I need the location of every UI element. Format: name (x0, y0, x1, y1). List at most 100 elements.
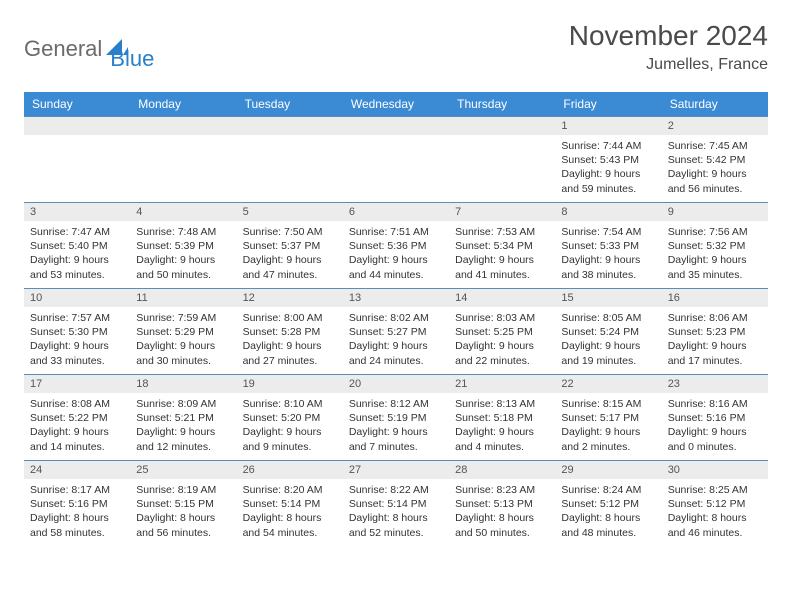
day-details: Sunrise: 8:06 AMSunset: 5:23 PMDaylight:… (662, 307, 768, 374)
calendar-cell: 16Sunrise: 8:06 AMSunset: 5:23 PMDayligh… (662, 289, 768, 375)
sunrise-text: Sunrise: 8:19 AM (136, 483, 230, 497)
sunset-text: Sunset: 5:15 PM (136, 497, 230, 511)
calendar-cell: 30Sunrise: 8:25 AMSunset: 5:12 PMDayligh… (662, 461, 768, 547)
logo-text-blue: Blue (110, 46, 154, 72)
sunset-text: Sunset: 5:14 PM (243, 497, 337, 511)
calendar-cell: 29Sunrise: 8:24 AMSunset: 5:12 PMDayligh… (555, 461, 661, 547)
day-details: Sunrise: 8:15 AMSunset: 5:17 PMDaylight:… (555, 393, 661, 460)
day-details: Sunrise: 8:03 AMSunset: 5:25 PMDaylight:… (449, 307, 555, 374)
day-details: Sunrise: 7:44 AMSunset: 5:43 PMDaylight:… (555, 135, 661, 202)
sunset-text: Sunset: 5:33 PM (561, 239, 655, 253)
day-number: 14 (449, 289, 555, 307)
day-details: Sunrise: 7:57 AMSunset: 5:30 PMDaylight:… (24, 307, 130, 374)
day-details: Sunrise: 7:50 AMSunset: 5:37 PMDaylight:… (237, 221, 343, 288)
calendar-cell: 14Sunrise: 8:03 AMSunset: 5:25 PMDayligh… (449, 289, 555, 375)
daylight-text: Daylight: 9 hours and 4 minutes. (455, 425, 549, 453)
day-number: 9 (662, 203, 768, 221)
day-details: Sunrise: 7:54 AMSunset: 5:33 PMDaylight:… (555, 221, 661, 288)
sunrise-text: Sunrise: 7:54 AM (561, 225, 655, 239)
calendar-cell: 22Sunrise: 8:15 AMSunset: 5:17 PMDayligh… (555, 375, 661, 461)
sunrise-text: Sunrise: 8:16 AM (668, 397, 762, 411)
calendar-cell: 2Sunrise: 7:45 AMSunset: 5:42 PMDaylight… (662, 117, 768, 203)
day-details: Sunrise: 8:22 AMSunset: 5:14 PMDaylight:… (343, 479, 449, 546)
daylight-text: Daylight: 9 hours and 24 minutes. (349, 339, 443, 367)
calendar-cell: 18Sunrise: 8:09 AMSunset: 5:21 PMDayligh… (130, 375, 236, 461)
sunset-text: Sunset: 5:43 PM (561, 153, 655, 167)
sunset-text: Sunset: 5:30 PM (30, 325, 124, 339)
sunrise-text: Sunrise: 8:25 AM (668, 483, 762, 497)
calendar-week-row: 3Sunrise: 7:47 AMSunset: 5:40 PMDaylight… (24, 203, 768, 289)
calendar-cell (449, 117, 555, 203)
day-details: Sunrise: 7:47 AMSunset: 5:40 PMDaylight:… (24, 221, 130, 288)
day-number: 26 (237, 461, 343, 479)
daylight-text: Daylight: 9 hours and 44 minutes. (349, 253, 443, 281)
day-details: Sunrise: 8:02 AMSunset: 5:27 PMDaylight:… (343, 307, 449, 374)
day-details: Sunrise: 7:59 AMSunset: 5:29 PMDaylight:… (130, 307, 236, 374)
col-monday: Monday (130, 92, 236, 117)
day-number: 20 (343, 375, 449, 393)
sunset-text: Sunset: 5:25 PM (455, 325, 549, 339)
calendar-cell (130, 117, 236, 203)
daylight-text: Daylight: 9 hours and 9 minutes. (243, 425, 337, 453)
daylight-text: Daylight: 8 hours and 54 minutes. (243, 511, 337, 539)
sunset-text: Sunset: 5:34 PM (455, 239, 549, 253)
daylight-text: Daylight: 9 hours and 14 minutes. (30, 425, 124, 453)
sunrise-text: Sunrise: 8:10 AM (243, 397, 337, 411)
day-number: 25 (130, 461, 236, 479)
sunset-text: Sunset: 5:32 PM (668, 239, 762, 253)
day-details: Sunrise: 8:10 AMSunset: 5:20 PMDaylight:… (237, 393, 343, 460)
day-number: 29 (555, 461, 661, 479)
sunset-text: Sunset: 5:16 PM (30, 497, 124, 511)
day-number: 23 (662, 375, 768, 393)
daylight-text: Daylight: 9 hours and 30 minutes. (136, 339, 230, 367)
sunrise-text: Sunrise: 7:47 AM (30, 225, 124, 239)
daylight-text: Daylight: 8 hours and 48 minutes. (561, 511, 655, 539)
sunset-text: Sunset: 5:12 PM (668, 497, 762, 511)
day-details: Sunrise: 8:19 AMSunset: 5:15 PMDaylight:… (130, 479, 236, 546)
daylight-text: Daylight: 9 hours and 53 minutes. (30, 253, 124, 281)
sunset-text: Sunset: 5:19 PM (349, 411, 443, 425)
sunrise-text: Sunrise: 7:57 AM (30, 311, 124, 325)
calendar-cell: 17Sunrise: 8:08 AMSunset: 5:22 PMDayligh… (24, 375, 130, 461)
day-details: Sunrise: 8:17 AMSunset: 5:16 PMDaylight:… (24, 479, 130, 546)
sunrise-text: Sunrise: 7:45 AM (668, 139, 762, 153)
day-number: 15 (555, 289, 661, 307)
day-details: Sunrise: 8:08 AMSunset: 5:22 PMDaylight:… (24, 393, 130, 460)
day-details: Sunrise: 8:23 AMSunset: 5:13 PMDaylight:… (449, 479, 555, 546)
sunrise-text: Sunrise: 8:12 AM (349, 397, 443, 411)
sunset-text: Sunset: 5:21 PM (136, 411, 230, 425)
sunrise-text: Sunrise: 8:22 AM (349, 483, 443, 497)
sunset-text: Sunset: 5:27 PM (349, 325, 443, 339)
sunset-text: Sunset: 5:22 PM (30, 411, 124, 425)
day-number: 5 (237, 203, 343, 221)
sunrise-text: Sunrise: 7:44 AM (561, 139, 655, 153)
sunrise-text: Sunrise: 7:59 AM (136, 311, 230, 325)
title-block: November 2024 Jumelles, France (569, 20, 768, 74)
sunset-text: Sunset: 5:40 PM (30, 239, 124, 253)
calendar-cell: 4Sunrise: 7:48 AMSunset: 5:39 PMDaylight… (130, 203, 236, 289)
logo-text-general: General (24, 36, 102, 62)
calendar-cell: 23Sunrise: 8:16 AMSunset: 5:16 PMDayligh… (662, 375, 768, 461)
day-details: Sunrise: 7:56 AMSunset: 5:32 PMDaylight:… (662, 221, 768, 288)
day-number (237, 117, 343, 135)
day-details: Sunrise: 8:09 AMSunset: 5:21 PMDaylight:… (130, 393, 236, 460)
calendar-cell (24, 117, 130, 203)
calendar-cell: 20Sunrise: 8:12 AMSunset: 5:19 PMDayligh… (343, 375, 449, 461)
sunset-text: Sunset: 5:14 PM (349, 497, 443, 511)
daylight-text: Daylight: 9 hours and 35 minutes. (668, 253, 762, 281)
page-header: General Blue November 2024 Jumelles, Fra… (24, 20, 768, 74)
day-number: 8 (555, 203, 661, 221)
day-number: 24 (24, 461, 130, 479)
calendar-cell: 21Sunrise: 8:13 AMSunset: 5:18 PMDayligh… (449, 375, 555, 461)
sunrise-text: Sunrise: 8:08 AM (30, 397, 124, 411)
logo: General Blue (24, 26, 154, 72)
calendar-cell: 15Sunrise: 8:05 AMSunset: 5:24 PMDayligh… (555, 289, 661, 375)
daylight-text: Daylight: 9 hours and 59 minutes. (561, 167, 655, 195)
day-number (449, 117, 555, 135)
calendar-cell (237, 117, 343, 203)
calendar-cell: 10Sunrise: 7:57 AMSunset: 5:30 PMDayligh… (24, 289, 130, 375)
daylight-text: Daylight: 9 hours and 27 minutes. (243, 339, 337, 367)
calendar-cell: 28Sunrise: 8:23 AMSunset: 5:13 PMDayligh… (449, 461, 555, 547)
calendar-cell: 13Sunrise: 8:02 AMSunset: 5:27 PMDayligh… (343, 289, 449, 375)
day-number: 4 (130, 203, 236, 221)
